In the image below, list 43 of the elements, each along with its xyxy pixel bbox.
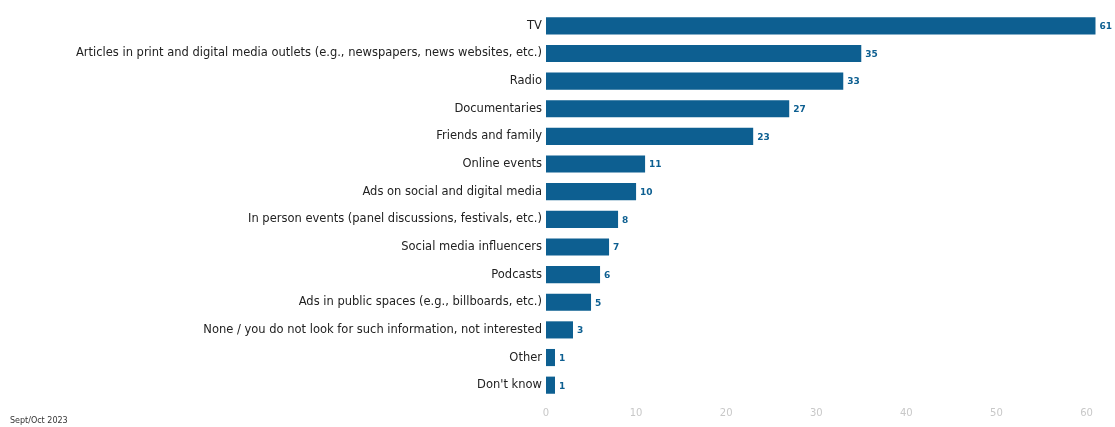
y-tick-label: Ads in public spaces (e.g., billboards, etc.) (298, 294, 542, 309)
text: Sept/Oct 2023 (10, 416, 68, 425)
data-label: 10 (640, 187, 653, 198)
data-label: 23 (757, 131, 770, 142)
data-label: 5 (595, 297, 602, 308)
data-label: 7 (613, 242, 620, 253)
y-tick-label: Podcasts (491, 266, 542, 281)
bar (546, 293, 592, 311)
y-tick-label: Online events (462, 156, 542, 171)
bar (546, 72, 844, 90)
y-tick-label: Other (509, 349, 543, 364)
data-label: 35 (865, 48, 878, 59)
bar (546, 183, 637, 201)
bar (546, 348, 556, 367)
data-label: 61 (1099, 21, 1113, 32)
bar (546, 127, 754, 145)
bar (546, 210, 619, 228)
data-label: 11 (649, 159, 662, 170)
y-tick-label: Don't know (477, 377, 542, 392)
bar (546, 155, 646, 173)
y-tick-label: TV (526, 17, 543, 32)
bar (546, 100, 790, 118)
bar (546, 376, 556, 394)
bar (546, 238, 610, 256)
data-label: 27 (793, 104, 806, 115)
y-tick-label: Ads on social and digital media (362, 183, 542, 198)
data-label: 6 (604, 269, 611, 280)
bar (546, 321, 574, 339)
y-tick-label: Articles in print and digital media outlets (e.g., newspapers, news websites, etc.) (75, 45, 542, 60)
y-tick-label: Friends and family (436, 128, 543, 143)
data-label: 8 (622, 214, 629, 225)
data-label: 33 (847, 76, 860, 87)
y-tick-label: Social media influencers (401, 238, 542, 253)
y-tick-label: None / you do not look for such information, not interested (203, 321, 542, 336)
bar (546, 44, 862, 63)
y-tick-label: In person events (panel discussions, festivals, etc.) (248, 211, 542, 226)
bar (546, 266, 601, 284)
y-tick-label: Radio (509, 73, 542, 88)
y-tick-label: Documentaries (454, 100, 542, 115)
data-label: 1 (559, 380, 566, 391)
data-label: 3 (577, 325, 584, 336)
data-label: 1 (559, 352, 566, 363)
bar (546, 17, 1096, 35)
